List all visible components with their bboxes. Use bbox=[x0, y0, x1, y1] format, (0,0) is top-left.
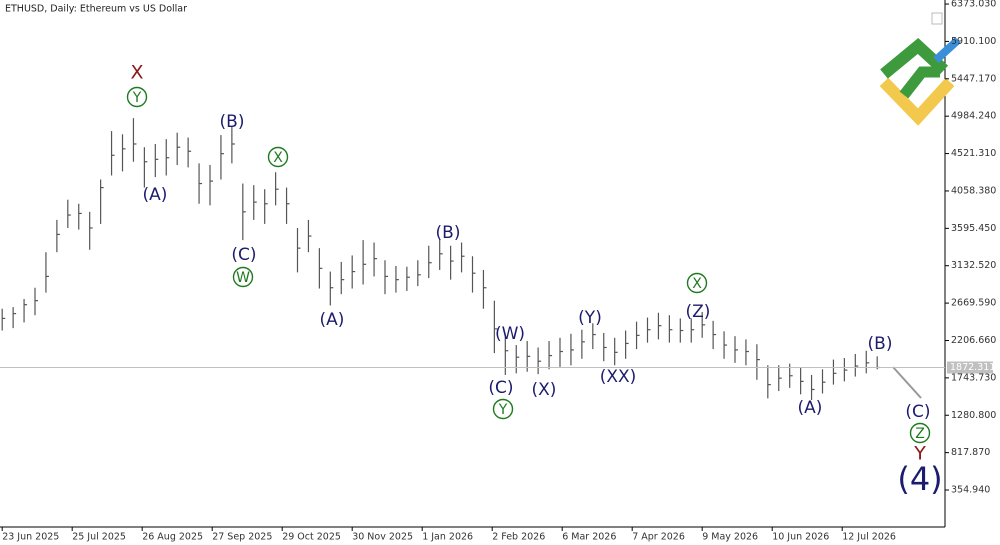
y-tick-label: 3132.520 bbox=[951, 260, 996, 271]
scroll-icon[interactable] bbox=[931, 12, 943, 25]
wave-label: X bbox=[130, 62, 143, 84]
logo-green-inner bbox=[899, 66, 940, 99]
y-tick-label: 2669.590 bbox=[951, 298, 996, 309]
wave-label: (B) bbox=[220, 112, 245, 132]
wave-label: (X) bbox=[532, 380, 557, 400]
last-price-box bbox=[947, 361, 993, 374]
logo-green bbox=[880, 38, 949, 79]
y-tick-label: 4521.310 bbox=[951, 148, 996, 159]
x-tick-label: 7 Apr 2026 bbox=[632, 532, 685, 543]
wave-circle bbox=[232, 266, 254, 288]
chart-title: ETHUSD, Daily: Ethereum vs US Dollar bbox=[5, 4, 187, 15]
logo-blue bbox=[933, 37, 961, 63]
wave-label: X bbox=[692, 276, 702, 292]
wave-circle bbox=[267, 146, 289, 168]
forecast-line bbox=[892, 366, 922, 399]
wave-label: X bbox=[273, 150, 283, 166]
y-tick-label: 4058.380 bbox=[951, 185, 996, 196]
y-tick-label: 354.940 bbox=[951, 485, 990, 496]
wave-label: (A) bbox=[320, 310, 345, 330]
wave-label: (XX) bbox=[600, 367, 637, 387]
y-tick-label: 5447.170 bbox=[951, 73, 996, 84]
wave-label: (Z) bbox=[686, 302, 711, 322]
wave-label: (B) bbox=[868, 334, 893, 354]
wave-label: Y bbox=[913, 443, 926, 465]
last-price-label: 1872.311 bbox=[950, 362, 995, 373]
wave-label: (W) bbox=[495, 324, 525, 344]
x-tick-label: 23 Jun 2025 bbox=[2, 532, 59, 543]
logo-yellow bbox=[879, 77, 955, 126]
x-tick-label: 10 Jun 2026 bbox=[772, 532, 829, 543]
y-tick-label: 5910.100 bbox=[951, 36, 996, 47]
wave-label: (C) bbox=[488, 378, 513, 398]
y-tick-label: 4984.240 bbox=[951, 111, 996, 122]
wave-label: (Y) bbox=[578, 308, 602, 328]
y-tick-label: 6373.030 bbox=[951, 0, 996, 10]
wave-circle bbox=[686, 272, 708, 294]
logo bbox=[879, 37, 961, 126]
x-tick-label: 30 Nov 2025 bbox=[352, 532, 413, 543]
wave-label: (A) bbox=[143, 185, 168, 205]
wave-circle bbox=[492, 398, 514, 420]
wave-label: (A) bbox=[798, 398, 823, 418]
y-tick-label: 3595.450 bbox=[951, 223, 996, 234]
x-tick-label: 29 Oct 2025 bbox=[282, 532, 341, 543]
wave-label: Y bbox=[498, 402, 508, 418]
x-tick-label: 26 Aug 2025 bbox=[142, 532, 203, 543]
y-tick-label: 817.870 bbox=[951, 447, 990, 458]
wave-label: (4) bbox=[897, 460, 942, 498]
wave-label: (C) bbox=[231, 245, 256, 265]
x-tick-label: 2 Feb 2026 bbox=[492, 532, 545, 543]
wave-label: Y bbox=[132, 90, 142, 106]
x-tick-label: 25 Jul 2025 bbox=[72, 532, 126, 543]
wave-label: (B) bbox=[436, 223, 461, 243]
y-tick-label: 1743.730 bbox=[951, 372, 996, 383]
x-tick-label: 1 Jan 2026 bbox=[422, 532, 473, 543]
wave-label: (C) bbox=[905, 402, 930, 422]
x-tick-label: 6 Mar 2026 bbox=[562, 532, 616, 543]
wave-label: Z bbox=[915, 426, 925, 442]
x-tick-label: 27 Sep 2025 bbox=[212, 532, 272, 543]
wave-label: W bbox=[236, 270, 250, 286]
wave-circle bbox=[909, 422, 931, 444]
x-tick-label: 12 Jul 2026 bbox=[842, 532, 896, 543]
y-tick-label: 1280.800 bbox=[951, 410, 996, 421]
x-tick-label: 9 May 2026 bbox=[702, 532, 758, 543]
wave-circle bbox=[126, 86, 148, 108]
price-bars bbox=[1, 118, 881, 400]
y-tick-label: 2206.660 bbox=[951, 335, 996, 346]
